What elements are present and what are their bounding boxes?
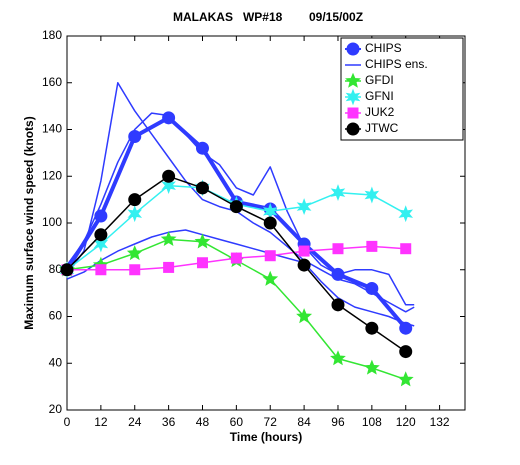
series-line — [66, 229, 415, 327]
x-axis-label: Time (hours) — [230, 430, 302, 444]
data-point — [397, 371, 414, 387]
y-tick-label: 140 — [42, 122, 62, 136]
data-point — [129, 264, 141, 276]
x-tick-label: 72 — [264, 415, 278, 429]
data-point — [195, 141, 209, 155]
legend-label: JUK2 — [365, 105, 395, 119]
x-tick-label: 12 — [94, 415, 108, 429]
data-point — [196, 257, 208, 269]
data-point — [398, 205, 414, 223]
x-tick-label: 84 — [297, 415, 311, 429]
x-tick-label: 120 — [396, 415, 416, 429]
legend: CHIPS CHIPS ens. GFDI GFNI JUK2 JTWC — [340, 37, 464, 141]
y-tick-label: 60 — [49, 309, 63, 323]
data-point — [229, 200, 243, 214]
data-point — [331, 298, 345, 312]
data-point — [297, 258, 311, 272]
legend-label: GFNI — [365, 89, 394, 103]
series-line — [66, 82, 415, 313]
data-point — [162, 169, 176, 183]
legend-label: GFDI — [365, 73, 394, 87]
data-point — [126, 245, 143, 261]
legend-marker — [347, 107, 359, 119]
y-tick-label: 40 — [49, 355, 63, 369]
data-point — [296, 198, 312, 216]
y-tick-label: 20 — [49, 402, 63, 416]
data-point — [94, 228, 108, 242]
data-point — [363, 359, 380, 375]
data-point — [365, 321, 379, 335]
legend-marker — [345, 72, 361, 88]
data-point — [60, 263, 74, 277]
legend-marker — [346, 122, 360, 136]
data-point — [399, 345, 413, 359]
data-point — [400, 243, 412, 255]
legend-box — [340, 37, 464, 141]
data-point — [95, 264, 107, 276]
y-tick-label: 80 — [49, 262, 63, 276]
data-point — [262, 270, 279, 286]
data-point — [332, 243, 344, 255]
data-point — [298, 245, 310, 257]
data-point — [364, 186, 380, 204]
y-tick-label: 120 — [42, 168, 62, 182]
data-point — [296, 308, 313, 324]
x-tick-label: 60 — [230, 415, 244, 429]
data-point — [399, 321, 413, 335]
legend-marker — [346, 42, 360, 56]
data-point — [162, 111, 176, 125]
y-tick-label: 180 — [42, 28, 62, 42]
legend-label: CHIPS — [365, 41, 402, 55]
data-point — [94, 209, 108, 223]
data-point — [195, 181, 209, 195]
data-point — [264, 250, 276, 262]
data-point — [194, 233, 211, 249]
legend-label: JTWC — [365, 121, 399, 135]
y-tick-label: 100 — [42, 215, 62, 229]
legend-marker — [345, 88, 361, 106]
x-tick-label: 36 — [162, 415, 176, 429]
y-tick-label: 160 — [42, 75, 62, 89]
y-axis-label: Maximum surface wind speed (knots) — [22, 116, 36, 329]
data-point — [330, 350, 346, 366]
data-point — [160, 231, 177, 247]
x-tick-label: 24 — [128, 415, 142, 429]
x-tick-label: 48 — [196, 415, 210, 429]
data-point — [230, 252, 242, 264]
x-tick-label: 0 — [64, 415, 71, 429]
x-tick-label: 96 — [331, 415, 345, 429]
data-point — [127, 205, 143, 223]
data-point — [330, 184, 346, 202]
chart-title: MALAKAS WP#18 09/15/00Z — [173, 10, 363, 24]
legend-label: CHIPS ens. — [365, 57, 428, 71]
series-line — [66, 112, 415, 306]
data-point — [263, 216, 277, 230]
x-tick-label: 132 — [430, 415, 450, 429]
data-point — [366, 240, 378, 252]
data-point — [163, 261, 175, 273]
data-point — [128, 193, 142, 207]
x-tick-label: 108 — [362, 415, 382, 429]
data-point — [161, 177, 176, 195]
